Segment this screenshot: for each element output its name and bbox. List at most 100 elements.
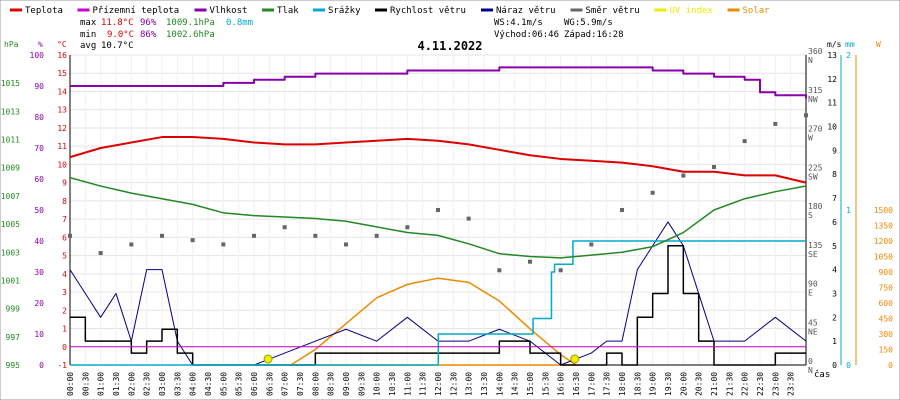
- wind-direction-point: [374, 233, 379, 238]
- stat-avg-temp: 10.7°C: [101, 41, 134, 51]
- direction-label: E: [808, 289, 813, 298]
- direction-tick: 0: [808, 357, 813, 366]
- wind-tick: 12: [827, 75, 837, 84]
- stat-min-press: 1002.6hPa: [166, 30, 215, 40]
- time-tick: 02:30: [143, 372, 152, 396]
- wind-direction-point: [650, 190, 655, 195]
- percent-tick: 60: [34, 175, 44, 184]
- time-tick: 04:00: [189, 372, 198, 396]
- hpa-tick: 1011: [1, 136, 20, 145]
- rain-line: [70, 240, 806, 366]
- uv-marker: [570, 354, 580, 364]
- percent-tick: 80: [34, 113, 44, 122]
- hpa-tick: 997: [6, 333, 21, 342]
- hpa-tick: 999: [6, 305, 21, 314]
- wind-direction-point: [344, 242, 348, 247]
- percent-tick: 100: [30, 51, 45, 60]
- stat-max-temp: 11.8°C: [101, 18, 134, 28]
- wind-direction-point: [313, 233, 318, 238]
- time-tick: 01:00: [97, 372, 106, 396]
- wind-tick: 2: [832, 313, 837, 322]
- wind-direction-point: [497, 268, 502, 273]
- celsius-tick: 13: [57, 106, 67, 115]
- direction-tick: 135: [808, 241, 823, 250]
- stat-ws: WS:4.1m/s: [494, 18, 543, 28]
- time-tick: 11:30: [419, 372, 428, 396]
- solar-tick: 1200: [874, 237, 893, 246]
- time-tick: 12:30: [449, 372, 458, 396]
- time-tick: 08:00: [311, 372, 320, 396]
- temperature-line: [69, 136, 807, 184]
- wind-tick: 0: [832, 361, 837, 370]
- celsius-tick: 14: [57, 87, 67, 96]
- celsius-tick: 7: [62, 215, 67, 224]
- time-tick: 15:30: [541, 372, 550, 396]
- direction-tick: 180: [808, 202, 823, 211]
- time-tick: 12:00: [434, 372, 443, 396]
- celsius-tick: 15: [57, 69, 67, 78]
- celsius-tick: -1: [57, 361, 67, 370]
- wind-direction-point: [712, 164, 716, 169]
- percent-tick: 20: [34, 299, 44, 308]
- rain-tick: 0: [846, 361, 851, 370]
- celsius-tick: 2: [62, 306, 67, 315]
- direction-tick: 45: [808, 318, 818, 327]
- wind-tick: 5: [832, 242, 837, 251]
- time-tick: 00:30: [81, 372, 90, 396]
- solar-tick: 750: [879, 284, 894, 293]
- time-tick: 09:00: [342, 372, 351, 396]
- time-tick: 20:00: [679, 372, 688, 396]
- percent-tick: 10: [34, 330, 44, 339]
- wind-tick: 1: [832, 337, 837, 346]
- time-tick: 04:30: [204, 372, 213, 396]
- solar-tick: 300: [879, 330, 894, 339]
- time-tick: 23:30: [787, 372, 796, 396]
- percent-tick: 70: [34, 144, 44, 153]
- time-tick: 20:30: [695, 372, 704, 396]
- rain-tick: 2: [846, 51, 851, 60]
- wind-tick: 6: [832, 218, 837, 227]
- wind-direction-point: [804, 113, 808, 118]
- percent-tick: 0: [39, 361, 44, 370]
- time-tick: 16:30: [572, 372, 581, 396]
- legend-label-5: Rychlost větru: [390, 6, 466, 16]
- series-layer: [68, 66, 808, 366]
- direction-label: W: [808, 134, 813, 143]
- time-tick: 16:00: [557, 372, 566, 396]
- legend-label-4: Srážky: [328, 6, 361, 16]
- direction-tick: 360: [808, 47, 823, 56]
- time-tick: 10:00: [373, 372, 382, 396]
- hpa-tick: 1009: [1, 164, 20, 173]
- time-tick: 01:30: [112, 372, 121, 396]
- hpa-tick: 1003: [1, 248, 20, 257]
- celsius-tick: 11: [57, 142, 67, 151]
- hpa-tick: 1007: [1, 192, 20, 201]
- pressure-line: [69, 176, 807, 259]
- hpa-tick: 995: [6, 361, 21, 370]
- legend-label-3: Tlak: [277, 6, 299, 16]
- celsius-tick: 9: [62, 179, 67, 188]
- time-tick: 18:30: [633, 372, 642, 396]
- stat-max-rain: 0.8mm: [226, 18, 253, 28]
- wind-tick: 3: [832, 289, 837, 298]
- time-tick: 10:30: [388, 372, 397, 396]
- solar-tick: 1350: [874, 222, 893, 231]
- stat-min-temp: 9.0°C: [107, 30, 134, 40]
- direction-tick: 270: [808, 125, 823, 134]
- time-tick: 23:00: [771, 372, 780, 396]
- wind-direction-point: [773, 121, 778, 126]
- time-tick: 11:00: [403, 372, 412, 396]
- celsius-tick: 0: [62, 343, 67, 352]
- time-tick: 03:30: [173, 372, 182, 396]
- stats-block: max 11.8°C 96% 1009.1hPa 0.8mm min 9.0°C…: [80, 18, 624, 53]
- wind-tick: 4: [832, 266, 837, 275]
- time-tick: 19:00: [649, 372, 658, 396]
- hpa-tick: 1015: [1, 79, 20, 88]
- rain-unit: mm: [845, 40, 855, 49]
- wind-direction-point: [681, 173, 686, 178]
- wind-direction-point: [528, 259, 532, 264]
- wind-direction-point: [221, 242, 226, 247]
